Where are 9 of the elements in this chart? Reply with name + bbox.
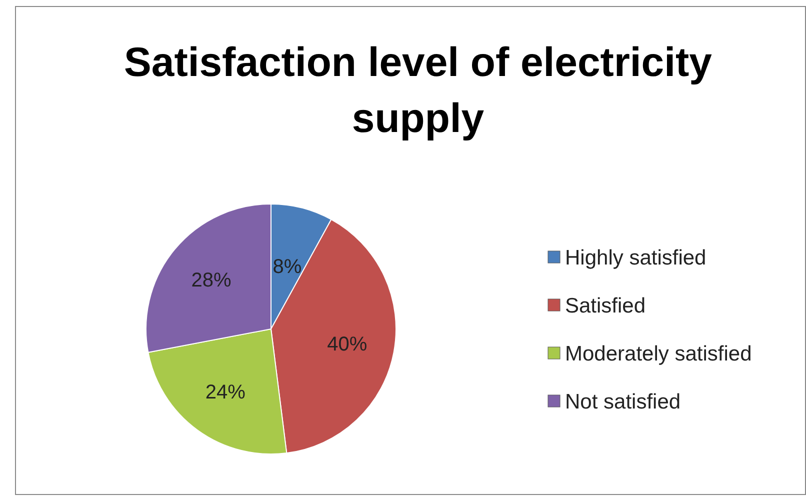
data-label: 8% [272, 256, 302, 278]
data-label: 28% [191, 270, 232, 292]
data-label: 24% [205, 382, 246, 404]
legend-label: Not satisfied [565, 390, 681, 414]
legend-label: Moderately satisfied [565, 342, 752, 366]
chart-title: Satisfaction level of electricity supply [124, 39, 712, 141]
legend-label: Satisfied [565, 294, 646, 318]
legend-label: Highly satisfied [565, 246, 706, 270]
data-label: 40% [327, 334, 368, 356]
